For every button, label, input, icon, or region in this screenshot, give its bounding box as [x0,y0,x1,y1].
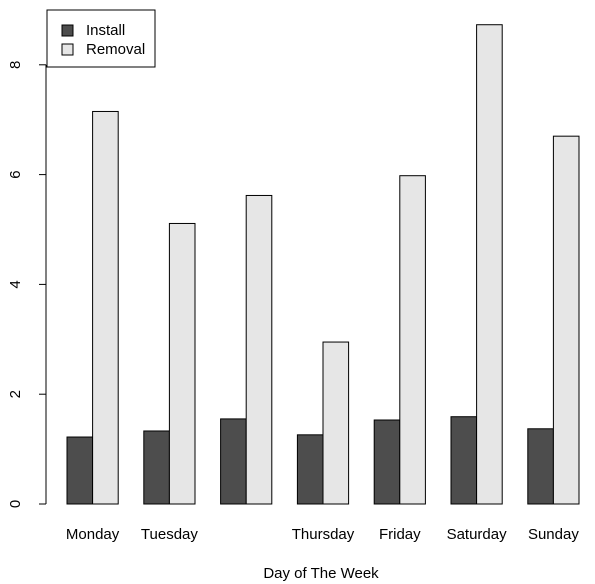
bar-removal-category-3 [245,194,273,505]
bar-removal-thursday [322,341,350,505]
y-tick-label: 6 [7,170,24,178]
legend: Install Removal [46,9,156,68]
x-tick-label: Thursday [292,526,355,543]
y-axis: 0 2 4 6 8 [7,61,47,508]
legend-box [46,9,156,68]
bar-removal-tuesday [168,222,196,505]
y-tick-label: 4 [7,280,24,288]
x-axis: Day of The Week Monday Tuesday Thursday Fri… [66,526,579,582]
bar-install-sunday [527,428,554,505]
legend-swatch-removal [61,43,74,56]
bars-layer [66,24,580,505]
bar-install-saturday [450,416,478,505]
x-tick-label: Saturday [447,526,508,543]
bar-removal-sunday [552,135,580,505]
bar-removal-monday [92,110,119,505]
y-tick-label: 0 [7,500,24,508]
x-axis-title: Day of The Week [263,565,379,582]
legend-swatch-install [61,24,74,37]
x-tick-label: Tuesday [141,526,198,543]
bar-install-category-3 [220,418,247,505]
x-tick-label: Sunday [528,526,579,543]
bar-install-monday [66,436,94,505]
x-tick-label: Friday [379,526,421,543]
bar-install-thursday [296,434,324,505]
y-tick-label: 2 [7,390,24,398]
bar-removal-saturday [476,24,503,505]
bar-install-friday [373,419,401,505]
bar-install-tuesday [143,430,170,505]
legend-label-removal: Removal [86,41,145,58]
y-tick-label: 8 [7,61,24,69]
legend-label-install: Install [86,22,125,39]
bar-removal-friday [399,175,426,505]
x-tick-label: Monday [66,526,120,543]
